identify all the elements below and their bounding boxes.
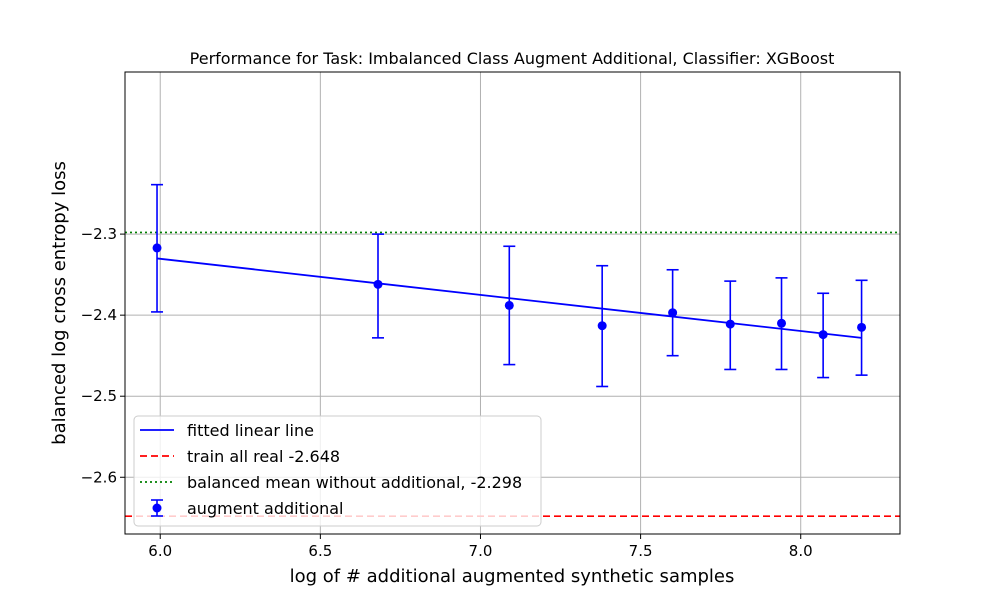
data-point xyxy=(373,279,383,289)
x-axis-label: log of # additional augmented synthetic … xyxy=(290,566,735,587)
legend-entry-label: train all real -2.648 xyxy=(187,447,340,466)
legend-box xyxy=(133,415,542,527)
x-tick-label: 6.0 xyxy=(148,542,172,560)
legend-entry-label: augment additional xyxy=(187,499,344,518)
data-point xyxy=(857,322,867,332)
y-tick-label: −2.4 xyxy=(81,306,117,324)
tick-layer: 6.0 6.5 7.0 7.5 8.0 −2.3 −2.4 −2.5 −2.6 xyxy=(81,225,813,560)
data-point xyxy=(777,318,787,328)
x-tick-label: 7.5 xyxy=(629,542,653,560)
x-tick-label: 8.0 xyxy=(789,542,813,560)
chart-title: Performance for Task: Imbalanced Class A… xyxy=(190,49,835,68)
x-tick-label: 7.0 xyxy=(469,542,493,560)
y-tick-label: −2.6 xyxy=(81,468,117,486)
y-axis-label: balanced log cross entropy loss xyxy=(49,161,70,445)
legend-entry-label: balanced mean without additional, -2.298 xyxy=(187,473,522,492)
plot-frame xyxy=(124,71,901,535)
data-point xyxy=(818,330,828,340)
data-point xyxy=(152,243,162,253)
data-point xyxy=(597,321,607,331)
legend-errorbar-marker xyxy=(152,503,162,513)
y-tick-label: −2.3 xyxy=(81,225,117,243)
legend-entry-label: fitted linear line xyxy=(187,421,314,440)
data-point xyxy=(668,308,678,318)
x-tick-label: 6.5 xyxy=(308,542,332,560)
y-tick-label: −2.5 xyxy=(81,387,117,405)
data-point xyxy=(504,300,514,310)
series-layer xyxy=(151,183,868,388)
data-point xyxy=(725,319,735,329)
legend: fitted linear line train all real -2.648 b… xyxy=(133,415,542,527)
